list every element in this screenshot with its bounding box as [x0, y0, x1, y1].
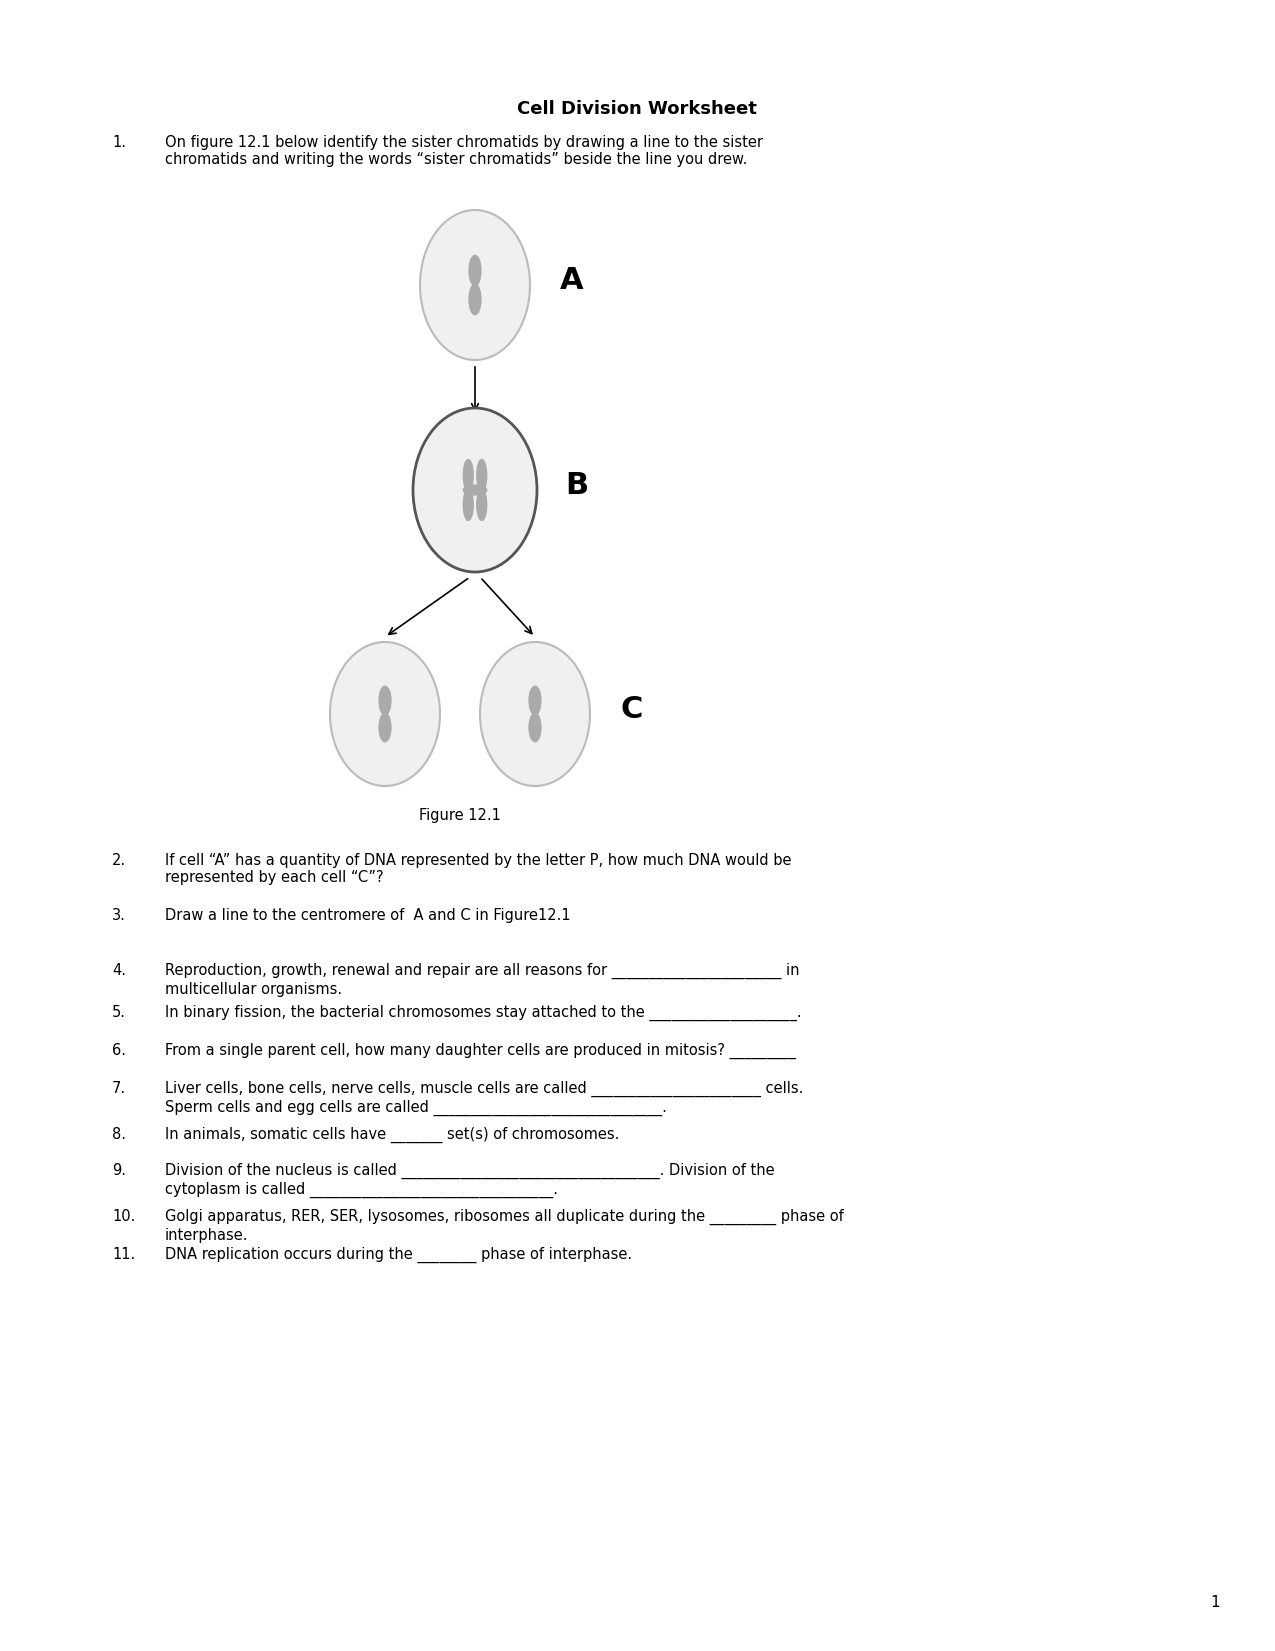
Ellipse shape [479, 642, 590, 786]
Text: 7.: 7. [112, 1081, 126, 1096]
Text: In animals, somatic cells have _______ set(s) of chromosomes.: In animals, somatic cells have _______ s… [164, 1128, 620, 1142]
Text: Cell Division Worksheet: Cell Division Worksheet [518, 101, 757, 117]
Text: 1.: 1. [112, 135, 126, 150]
Text: 9.: 9. [112, 1162, 126, 1179]
Ellipse shape [379, 713, 391, 741]
Ellipse shape [477, 459, 487, 490]
Text: Division of the nucleus is called ___________________________________. Division : Division of the nucleus is called ______… [164, 1162, 775, 1199]
Ellipse shape [463, 485, 487, 495]
Text: 11.: 11. [112, 1247, 135, 1261]
Text: DNA replication occurs during the ________ phase of interphase.: DNA replication occurs during the ______… [164, 1247, 632, 1263]
Text: Draw a line to the centromere of  A and C in Figure12.1: Draw a line to the centromere of A and C… [164, 908, 571, 923]
Bar [533, 710, 537, 718]
Text: Golgi apparatus, RER, SER, lysosomes, ribosomes all duplicate during the _______: Golgi apparatus, RER, SER, lysosomes, ri… [164, 1209, 844, 1243]
Ellipse shape [477, 489, 487, 520]
Text: A: A [560, 266, 584, 294]
Text: B: B [565, 471, 588, 500]
Ellipse shape [330, 642, 440, 786]
Ellipse shape [419, 210, 530, 360]
Ellipse shape [469, 256, 481, 286]
Bar [473, 281, 477, 289]
Text: 6.: 6. [112, 1043, 126, 1058]
Ellipse shape [469, 284, 481, 315]
Ellipse shape [463, 459, 473, 490]
Text: 1: 1 [1210, 1595, 1220, 1610]
Ellipse shape [529, 687, 541, 715]
Text: 4.: 4. [112, 963, 126, 977]
Text: Reproduction, growth, renewal and repair are all reasons for ___________________: Reproduction, growth, renewal and repair… [164, 963, 799, 997]
Ellipse shape [463, 489, 473, 520]
Ellipse shape [379, 687, 391, 715]
Text: 2.: 2. [112, 854, 126, 868]
Text: Figure 12.1: Figure 12.1 [419, 807, 501, 822]
Text: 5.: 5. [112, 1005, 126, 1020]
Text: If cell “A” has a quantity of DNA represented by the letter P, how much DNA woul: If cell “A” has a quantity of DNA repres… [164, 854, 792, 885]
Ellipse shape [413, 408, 537, 571]
Text: In binary fission, the bacterial chromosomes stay attached to the ______________: In binary fission, the bacterial chromos… [164, 1005, 802, 1022]
Text: 3.: 3. [112, 908, 126, 923]
Text: Liver cells, bone cells, nerve cells, muscle cells are called __________________: Liver cells, bone cells, nerve cells, mu… [164, 1081, 803, 1116]
Text: C: C [620, 695, 643, 723]
Bar [384, 710, 386, 718]
Text: From a single parent cell, how many daughter cells are produced in mitosis? ____: From a single parent cell, how many daug… [164, 1043, 796, 1060]
Text: On figure 12.1 below identify the sister chromatids by drawing a line to the sis: On figure 12.1 below identify the sister… [164, 135, 762, 167]
Text: 8.: 8. [112, 1128, 126, 1142]
Ellipse shape [529, 713, 541, 741]
Text: 10.: 10. [112, 1209, 135, 1223]
